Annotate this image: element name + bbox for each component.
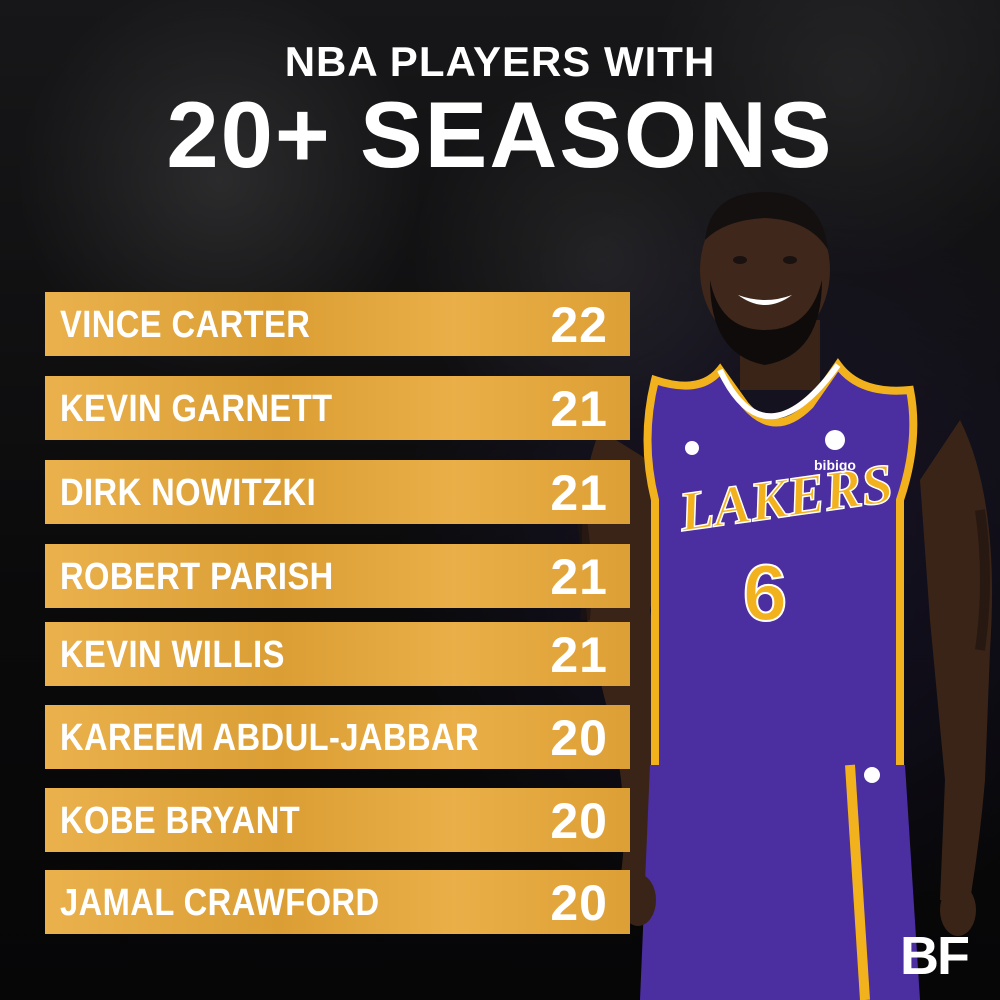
brand-logo: BF — [900, 926, 970, 986]
season-count: 21 — [550, 381, 608, 437]
player-name: KAREEM ABDUL-JABBAR — [60, 717, 480, 759]
list-item: KEVIN WILLIS 21 — [45, 622, 630, 686]
season-count: 21 — [550, 627, 608, 683]
player-name: KEVIN WILLIS — [60, 634, 285, 676]
player-name: VINCE CARTER — [60, 304, 311, 346]
season-count: 20 — [550, 793, 608, 849]
season-count: 20 — [550, 875, 608, 931]
season-count: 21 — [550, 549, 608, 605]
player-name: KEVIN GARNETT — [60, 388, 333, 430]
list-item: KOBE BRYANT 20 — [45, 788, 630, 852]
jersey-sponsor: bibigo — [814, 457, 856, 473]
season-count: 21 — [550, 465, 608, 521]
list-item: KEVIN GARNETT 21 — [45, 376, 630, 440]
list-item: ROBERT PARISH 21 — [45, 544, 630, 608]
jersey-number: 6 — [743, 548, 788, 637]
list-item: DIRK NOWITZKI 21 — [45, 460, 630, 524]
list-item: VINCE CARTER 22 — [45, 292, 630, 356]
player-name: JAMAL CRAWFORD — [60, 882, 380, 924]
jumpman-icon — [685, 441, 699, 455]
player-name: ROBERT PARISH — [60, 556, 334, 598]
list-item: KAREEM ABDUL-JABBAR 20 — [45, 705, 630, 769]
title-top: NBA PLAYERS WITH — [284, 38, 716, 85]
title-main: 20+ SEASONS — [166, 82, 834, 187]
player-name: DIRK NOWITZKI — [60, 472, 317, 514]
list-item: JAMAL CRAWFORD 20 — [45, 870, 630, 934]
player-name: KOBE BRYANT — [60, 800, 301, 842]
season-count: 20 — [550, 710, 608, 766]
season-count: 22 — [550, 297, 608, 353]
jumpman-shorts-icon — [864, 767, 880, 783]
